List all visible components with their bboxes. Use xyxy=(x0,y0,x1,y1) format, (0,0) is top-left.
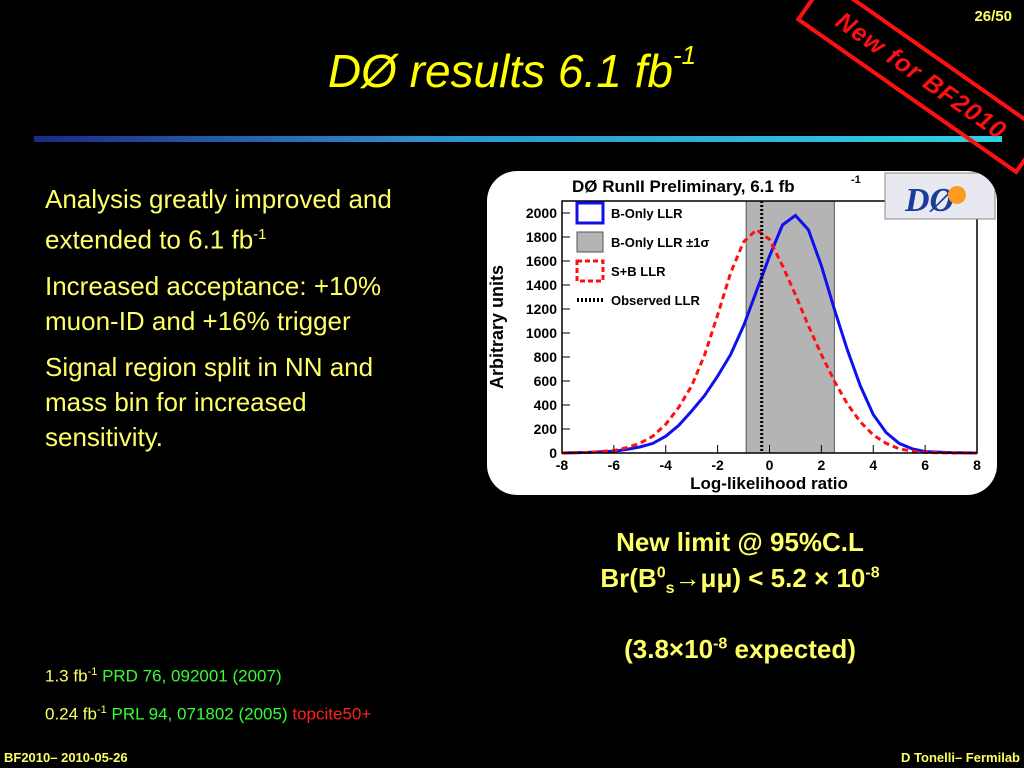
ref-lumi: 1.3 fb xyxy=(45,666,88,686)
x-tick-label: 0 xyxy=(766,457,774,473)
footer-right: D Tonelli– Fermilab xyxy=(901,750,1020,765)
uncertainty-band xyxy=(745,200,835,454)
series-line-s-plus-b xyxy=(561,227,977,455)
x-tick-label: -4 xyxy=(660,457,673,473)
bullet-list: Analysis greatly improved and extended t… xyxy=(45,182,425,466)
y-tick-label: 2000 xyxy=(526,205,557,221)
chart-title-sup: -1 xyxy=(851,174,861,186)
page-title: DØ results 6.1 fb-1 xyxy=(0,40,1024,98)
bullet-sup: -1 xyxy=(253,226,267,243)
x-tick-label: -8 xyxy=(556,457,569,473)
references: 1.3 fb-1 PRD 76, 092001 (2007) 0.24 fb-1… xyxy=(45,666,371,741)
bullet-item: Analysis greatly improved and extended t… xyxy=(45,182,425,258)
x-tick-label: 4 xyxy=(869,457,877,473)
y-tick-label: 800 xyxy=(534,349,558,365)
y-tick-label: 0 xyxy=(549,445,557,461)
chart-panel: 0 200 400 600 800 1000 1200 1400 1600 1800 2000 -8 -… xyxy=(487,171,997,495)
reference-item: 0.24 fb-1 PRL 94, 071802 (2005) topcite5… xyxy=(45,704,371,725)
ref-topcite: topcite50+ xyxy=(292,704,372,724)
slide-number: 26/50 xyxy=(974,8,1012,25)
ref-sup: -1 xyxy=(87,666,98,678)
x-axis-label: Log-likelihood ratio xyxy=(690,474,848,493)
limit-line1: New limit @ 95%C.L xyxy=(616,527,864,557)
legend-label: B-Only LLR ±1σ xyxy=(611,235,709,250)
x-tick-label: -6 xyxy=(608,457,621,473)
title-sup: -1 xyxy=(673,40,697,70)
y-axis-label: Arbitrary units xyxy=(487,265,507,389)
title-text: DØ results 6.1 fb xyxy=(327,45,673,97)
series-line-b-only xyxy=(561,213,978,455)
ref-citation: PRD 76, 092001 (2007) xyxy=(102,666,282,686)
x-tick-label: 8 xyxy=(973,457,981,473)
br-prefix: Br(B xyxy=(600,563,657,593)
br-sup: 0 xyxy=(656,564,666,582)
y-tick-label: 1000 xyxy=(526,325,557,341)
legend-label: S+B LLR xyxy=(611,264,666,279)
legend-label: Observed LLR xyxy=(611,293,700,308)
y-tick-label: 400 xyxy=(534,397,558,413)
ref-citation: PRL 94, 071802 (2005) xyxy=(111,704,288,724)
y-tick-label: 1800 xyxy=(526,229,557,245)
bullet-text: Analysis greatly improved and extended t… xyxy=(45,184,392,255)
expected-suffix: expected) xyxy=(727,634,856,664)
bullet-item: Increased acceptance: +10% muon-ID and +… xyxy=(45,269,425,339)
bullet-text: Signal region split in NN and mass bin f… xyxy=(45,351,374,452)
x-tick-label: 2 xyxy=(817,457,825,473)
y-tick-label: 200 xyxy=(534,421,558,437)
chart-title: DØ RunII Preliminary, 6.1 fb xyxy=(572,177,795,196)
footer-left: BF2010– 2010-05-26 xyxy=(4,750,128,765)
y-tick-label: 600 xyxy=(534,373,558,389)
x-tick-label: -2 xyxy=(711,457,724,473)
legend-swatch-b-only xyxy=(575,201,605,225)
legend-swatch-band xyxy=(576,231,604,253)
limit-br: Br(B0s→μμ) < 5.2 × 10-8 xyxy=(480,563,1000,598)
limit-expected: (3.8×10-8 expected) xyxy=(480,634,1000,665)
x-tick-label: 6 xyxy=(921,457,929,473)
br-exp: -8 xyxy=(865,564,880,582)
d0-logo: DØ xyxy=(904,182,956,219)
expected-prefix: (3.8×10 xyxy=(624,634,714,664)
d0-logo-box xyxy=(884,172,996,220)
d0-logo-burst-icon xyxy=(948,186,966,204)
y-tick-label: 1200 xyxy=(526,301,557,317)
llr-chart: 0 200 400 600 800 1000 1200 1400 1600 1800 2000 -8 -… xyxy=(487,172,996,493)
bullet-text: Increased acceptance: +10% muon-ID and +… xyxy=(45,270,382,336)
ref-sup: -1 xyxy=(97,703,107,716)
title-rule xyxy=(34,136,1002,142)
reference-item: 1.3 fb-1 PRD 76, 092001 (2007) xyxy=(45,666,371,687)
ref-lumi: 0.24 fb xyxy=(45,704,97,724)
bullet-item: Signal region split in NN and mass bin f… xyxy=(45,350,425,455)
y-tick-label: 1400 xyxy=(526,277,557,293)
legend-swatch-s-plus-b xyxy=(575,259,605,283)
br-decay: →μμ) < 5.2 × 10 xyxy=(674,563,866,593)
expected-exp: -8 xyxy=(713,635,728,653)
br-sub: s xyxy=(665,580,675,598)
legend-label: B-Only LLR xyxy=(611,206,683,221)
y-tick-label: 1600 xyxy=(526,253,557,269)
